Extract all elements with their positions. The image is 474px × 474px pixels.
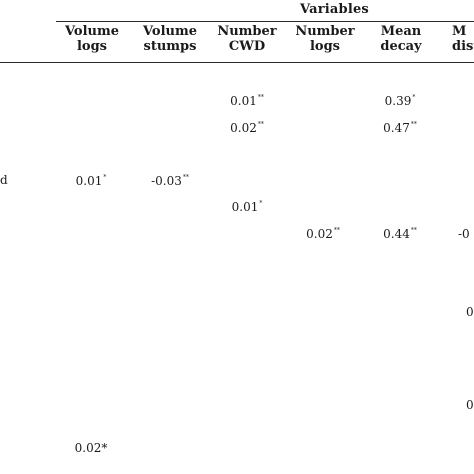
table-cell: 0.02** — [230, 121, 264, 135]
table-cell: 0.01* — [231, 200, 263, 214]
header-bottom-rule — [0, 62, 474, 63]
table-cell-partial: -0 — [458, 227, 470, 241]
row-stub-fragment: d — [0, 173, 8, 187]
table-cell: 0.39* — [384, 94, 416, 108]
group-header-rule — [56, 21, 474, 22]
table-cell: 0.02** — [306, 227, 340, 241]
column-header-volume-logs: Volume logs — [65, 24, 119, 54]
column-header-number-logs: Number logs — [295, 24, 355, 54]
table-cell: 0.47** — [383, 121, 417, 135]
table-cell: 0.01* — [75, 174, 107, 188]
column-header-mean-distance-partial: M dist — [452, 24, 474, 54]
group-header-variables: Variables — [300, 2, 369, 17]
column-header-number-cwd: Number CWD — [217, 24, 277, 54]
table-cell: -0.03** — [151, 174, 189, 188]
table-cell-partial: 0 — [466, 398, 474, 412]
table-cell-partial: 0 — [466, 305, 474, 319]
table-cell: 0.02* — [74, 441, 108, 455]
column-header-volume-stumps: Volume stumps — [143, 24, 197, 54]
column-header-mean-decay: Mean decay — [380, 24, 422, 54]
table-cell: 0.01** — [230, 94, 264, 108]
table-cell: 0.44** — [383, 227, 417, 241]
